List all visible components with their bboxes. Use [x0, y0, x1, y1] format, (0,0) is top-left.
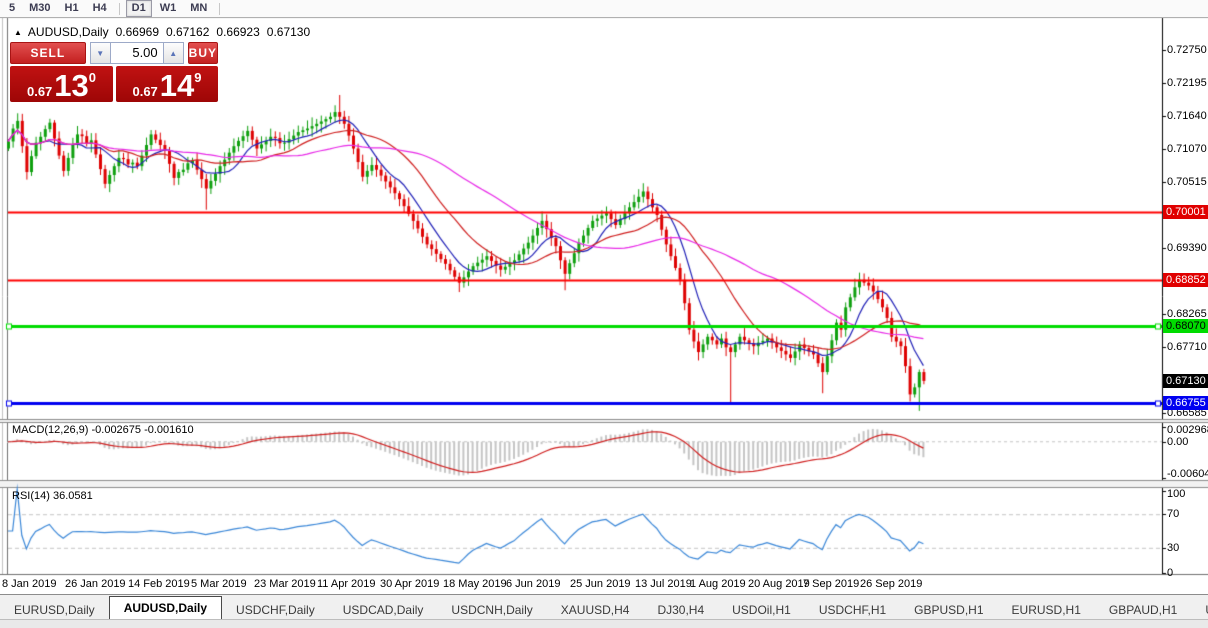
volume-increase-icon[interactable]: ▲	[162, 42, 184, 64]
macd-axis-label: 0.00	[1167, 435, 1189, 448]
rsi-axis-label: 0	[1167, 567, 1174, 579]
sell-price-prefix: 0.67	[26, 84, 53, 99]
macd-axis-label: -0.006047	[1167, 468, 1208, 480]
date-label: 23 Mar 2019	[254, 578, 316, 590]
tab-usdcad-daily[interactable]: USDCAD,Daily	[342, 603, 424, 617]
trade-prices-row: 0.67 13 0 0.67 14 9	[10, 66, 218, 102]
tab-dj30-h4[interactable]: DJ30,H4	[657, 603, 705, 617]
sell-button[interactable]: SELL	[10, 42, 86, 64]
timeframe-toolbar: 5 M30 H1 H4 D1 W1 MN	[0, 0, 1208, 18]
price-axis-label: 0.71640	[1167, 109, 1207, 122]
date-label: 5 Mar 2019	[191, 578, 247, 590]
toolbar-separator	[118, 2, 120, 15]
price-badge-067130: 0.67130	[1163, 373, 1208, 388]
date-label: 7 Sep 2019	[803, 578, 860, 590]
tab-audusd-daily[interactable]: AUDUSD,Daily	[108, 596, 223, 620]
buy-price-prefix: 0.67	[132, 84, 158, 99]
timeframe-button-w1[interactable]: W1	[159, 2, 177, 14]
buy-button[interactable]: BUY	[187, 42, 218, 64]
macd-name: MACD(12,26,9)	[12, 424, 89, 436]
tab-gbpaud-h1[interactable]: GBPAUD,H1	[1108, 603, 1178, 617]
timeframe-button-5[interactable]: 5	[9, 2, 16, 14]
timeframe-button-m30[interactable]: M30	[29, 2, 51, 14]
tab-usdoil-h1[interactable]: USDOil,H1	[732, 603, 791, 617]
price-badge-068852: 0.68852	[1163, 272, 1208, 287]
ohlc-high: 0.67162	[166, 25, 210, 39]
rsi-label: RSI(14) 36.0581	[12, 490, 93, 502]
price-axis-label: 0.71070	[1167, 143, 1207, 156]
tab-usdjp[interactable]: USDJP	[1191, 600, 1208, 620]
rsi-axis-label: 100	[1167, 488, 1186, 500]
timeframe-button-h1[interactable]: H1	[64, 2, 79, 14]
price-axis-label: 0.70515	[1167, 175, 1207, 188]
date-label: 20 Aug 2019	[748, 578, 810, 590]
volume-decrease-icon[interactable]: ▼	[89, 42, 111, 64]
buy-price-sup: 9	[194, 70, 202, 85]
rsi-axis-label: 30	[1167, 541, 1180, 554]
sell-price-big: 13	[54, 68, 89, 103]
tab-usdcnh-daily[interactable]: USDCNH,Daily	[451, 603, 533, 617]
price-axis-label: 0.72195	[1167, 76, 1207, 89]
buy-price-panel[interactable]: 0.67 14 9	[116, 66, 218, 102]
volume-stepper: ▼ 5.00 ▲	[89, 42, 184, 64]
date-label: 6 Jun 2019	[506, 578, 561, 590]
date-label: 13 Jul 2019	[635, 578, 692, 590]
date-label: 1 Aug 2019	[690, 578, 746, 590]
tab-usdchf-h1[interactable]: USDCHF,H1	[818, 603, 887, 617]
date-label: 11 Apr 2019	[317, 578, 376, 590]
ohlc-close: 0.67130	[266, 25, 311, 39]
macd-label: MACD(12,26,9) -0.002675 -0.001610	[12, 424, 194, 436]
date-label: 14 Feb 2019	[128, 578, 190, 590]
tab-xauusd-h4[interactable]: XAUUSD,H4	[560, 603, 630, 617]
ohlc-low: 0.66923	[216, 25, 260, 39]
timeframe-button-mn[interactable]: MN	[190, 2, 208, 14]
chart-tab-bar: EURUSD,Daily AUDUSD,Daily USDCHF,Daily USDC…	[0, 594, 1208, 620]
one-click-trading-panel: SELL ▼ 5.00 ▲ BUY 0.67 13 0 0.67 14 9	[10, 42, 218, 102]
ohlc-open: 0.66969	[115, 25, 159, 39]
macd-values: -0.002675 -0.001610	[91, 424, 194, 436]
toolbar-separator	[219, 2, 221, 15]
price-badge-070001: 0.70001	[1163, 205, 1208, 219]
date-label: 30 Apr 2019	[380, 578, 440, 590]
date-label: 18 May 2019	[443, 578, 507, 590]
price-badge-068070: 0.68070	[1163, 318, 1208, 333]
tab-gbpusd-h1[interactable]: GBPUSD,H1	[914, 603, 984, 617]
symbol-period-label: AUDUSD,Daily	[27, 25, 109, 39]
price-badge-066755: 0.66755	[1163, 395, 1208, 410]
trade-buttons-row: SELL ▼ 5.00 ▲ BUY	[10, 42, 218, 64]
timeframe-button-d1[interactable]: D1	[125, 0, 152, 17]
rsi-value: 36.0581	[52, 490, 93, 502]
rsi-axis-label: 70	[1167, 508, 1180, 521]
price-axis-label: 0.67710	[1167, 340, 1207, 353]
volume-field[interactable]: 5.00	[110, 42, 163, 64]
price-axis-label: 0.69390	[1167, 241, 1207, 254]
status-strip	[0, 619, 1208, 628]
tab-eurusd-daily[interactable]: EURUSD,Daily	[14, 603, 95, 617]
price-axis-label: 0.66585	[1167, 406, 1207, 419]
sell-price-sup: 0	[88, 70, 97, 85]
date-label: 25 Jun 2019	[570, 578, 631, 590]
tab-usdchf-daily[interactable]: USDCHF,Daily	[236, 603, 315, 617]
sell-price-panel[interactable]: 0.67 13 0	[10, 66, 113, 102]
price-axis-label: 0.72750	[1167, 44, 1207, 57]
price-axis-label: 0.68265	[1167, 308, 1207, 321]
date-label: 8 Jan 2019	[2, 578, 57, 590]
date-label: 26 Sep 2019	[860, 578, 923, 590]
buy-price-big: 14	[159, 68, 195, 103]
macd-axis-label: 0.002968	[1167, 424, 1208, 436]
date-label: 26 Jan 2019	[65, 578, 126, 590]
series-marker-icon: ▲	[14, 27, 22, 37]
tab-eurusd-h1[interactable]: EURUSD,H1	[1011, 603, 1081, 617]
rsi-name: RSI(14)	[12, 490, 50, 502]
chart-title: ▲ AUDUSD,Daily 0.66969 0.67162 0.66923 0…	[14, 25, 310, 39]
timeframe-button-h4[interactable]: H4	[92, 2, 107, 14]
